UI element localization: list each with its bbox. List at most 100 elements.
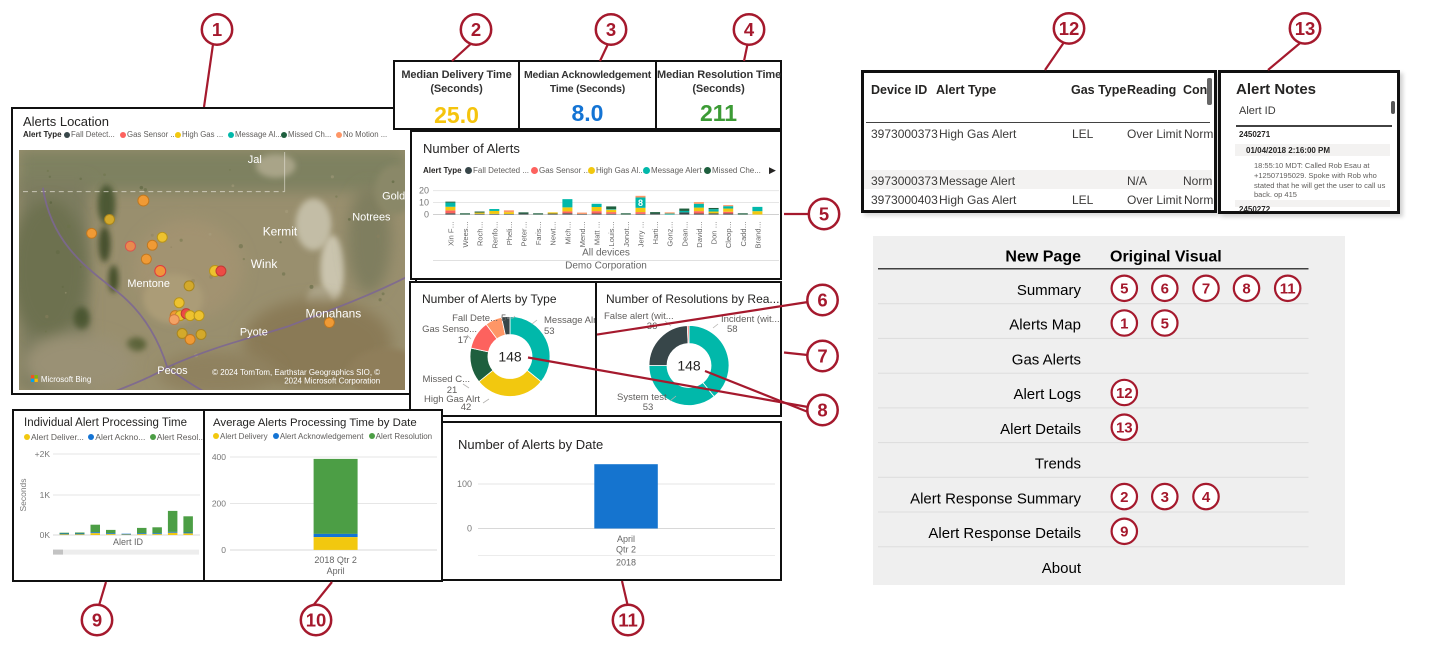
svg-text:Mich…: Mich…	[563, 221, 572, 244]
svg-text:2: 2	[471, 19, 481, 40]
svg-text:5: 5	[501, 313, 506, 324]
svg-text:2018: 2018	[616, 558, 636, 568]
svg-text:4: 4	[1202, 489, 1211, 506]
svg-text:Monahans: Monahans	[306, 307, 362, 321]
svg-text:Trends: Trends	[1035, 456, 1081, 473]
svg-text:17: 17	[458, 335, 469, 346]
svg-text:Newt…: Newt…	[549, 221, 558, 246]
svg-text:0K: 0K	[40, 530, 51, 540]
svg-text:0: 0	[467, 524, 472, 534]
svg-text:1: 1	[212, 19, 222, 40]
svg-text:11: 11	[1280, 281, 1296, 298]
svg-text:Jal: Jal	[248, 154, 262, 166]
svg-text:5: 5	[819, 204, 829, 225]
svg-text:4: 4	[744, 19, 755, 40]
svg-text:42: 42	[461, 402, 472, 413]
svg-text:7: 7	[1202, 281, 1210, 298]
svg-text:Kermit: Kermit	[263, 224, 298, 238]
svg-text:Qtr 2: Qtr 2	[616, 545, 636, 555]
svg-text:Cleop…: Cleop…	[724, 221, 733, 248]
svg-text:Wink: Wink	[251, 257, 278, 271]
svg-text:Gold: Gold	[382, 191, 405, 203]
svg-text:148: 148	[677, 358, 701, 374]
svg-text:System test: System test	[617, 392, 667, 403]
svg-text:About: About	[1042, 560, 1082, 577]
svg-text:Matt …: Matt …	[593, 221, 602, 245]
svg-text:7: 7	[817, 346, 827, 367]
svg-text:148: 148	[498, 349, 522, 365]
svg-text:Louis…: Louis…	[607, 221, 616, 246]
svg-text:Fall Dete...: Fall Dete...	[452, 313, 498, 324]
svg-text:3: 3	[1161, 489, 1169, 506]
svg-text:Alert Response Summary: Alert Response Summary	[910, 490, 1081, 507]
svg-text:3: 3	[606, 19, 616, 40]
svg-text:Notrees: Notrees	[352, 211, 391, 223]
svg-text:New Page: New Page	[1005, 249, 1081, 266]
svg-text:Dean…: Dean…	[680, 221, 689, 246]
svg-text:Microsoft Bing: Microsoft Bing	[41, 375, 91, 384]
svg-text:Alert Details: Alert Details	[1000, 421, 1081, 438]
svg-text:9: 9	[92, 610, 102, 631]
svg-text:Peter…: Peter…	[520, 221, 529, 246]
svg-text:Pheli…: Pheli…	[505, 221, 514, 245]
svg-text:0: 0	[424, 210, 429, 220]
svg-text:Roch…: Roch…	[476, 221, 485, 246]
svg-text:0: 0	[221, 545, 226, 555]
svg-text:Incident (wit...: Incident (wit...	[721, 314, 780, 325]
svg-text:11: 11	[618, 610, 638, 631]
svg-text:8: 8	[1242, 281, 1250, 298]
svg-text:Brand…: Brand…	[753, 221, 762, 249]
svg-text:All devices: All devices	[582, 248, 630, 259]
svg-text:6: 6	[1161, 281, 1169, 298]
svg-text:100: 100	[457, 479, 472, 489]
svg-text:+2K: +2K	[35, 449, 51, 459]
svg-text:Faris…: Faris…	[534, 221, 543, 245]
svg-text:12: 12	[1116, 385, 1133, 402]
svg-text:Alerts Map: Alerts Map	[1009, 317, 1081, 334]
svg-text:1: 1	[1120, 315, 1128, 332]
svg-text:5: 5	[1161, 315, 1169, 332]
svg-text:Seconds: Seconds	[18, 478, 28, 511]
svg-text:Alert ID: Alert ID	[113, 537, 144, 547]
svg-text:Demo Corporation: Demo Corporation	[565, 261, 647, 272]
svg-text:Jonot…: Jonot…	[622, 221, 631, 247]
svg-text:13: 13	[1116, 420, 1133, 437]
svg-text:Jerry …: Jerry …	[637, 221, 646, 247]
svg-text:13: 13	[1295, 18, 1316, 39]
svg-text:Missed C...: Missed C...	[422, 374, 470, 385]
svg-text:12: 12	[1059, 18, 1080, 39]
svg-text:Xin F…: Xin F…	[446, 221, 455, 246]
svg-text:Don …: Don …	[710, 221, 719, 244]
svg-text:Wees…: Wees…	[461, 221, 470, 248]
svg-text:Renfo…: Renfo…	[490, 221, 499, 249]
svg-text:6: 6	[817, 290, 827, 311]
svg-text:Original Visual: Original Visual	[1110, 249, 1222, 266]
svg-text:April: April	[327, 566, 345, 576]
svg-text:Cadd…: Cadd…	[739, 221, 748, 246]
svg-text:21: 21	[447, 385, 458, 396]
svg-text:Harti…: Harti…	[651, 221, 660, 244]
svg-text:Gas Senso...: Gas Senso...	[422, 324, 477, 335]
svg-text:© 2024 TomTom, Earthstar Geogr: © 2024 TomTom, Earthstar Geographics SIO…	[212, 368, 380, 377]
svg-text:1K: 1K	[40, 490, 51, 500]
svg-text:53: 53	[643, 402, 654, 413]
svg-text:200: 200	[212, 499, 226, 509]
svg-text:20: 20	[419, 186, 429, 196]
svg-text:April: April	[617, 534, 635, 544]
svg-text:David…: David…	[695, 221, 704, 248]
svg-text:53: 53	[544, 326, 555, 337]
svg-text:High Gas Alrt: High Gas Alrt	[424, 394, 480, 405]
svg-text:Alert Logs: Alert Logs	[1013, 386, 1081, 403]
svg-text:2024 Microsoft Corporation: 2024 Microsoft Corporation	[284, 377, 380, 386]
svg-text:False alert (wit...: False alert (wit...	[604, 311, 674, 322]
svg-text:Mentone: Mentone	[127, 278, 170, 290]
svg-text:58: 58	[727, 324, 738, 335]
svg-text:Gonz…: Gonz…	[666, 221, 675, 246]
svg-text:Pecos: Pecos	[157, 365, 188, 377]
svg-text:8: 8	[638, 198, 643, 208]
svg-text:2: 2	[1120, 489, 1128, 506]
svg-text:10: 10	[419, 198, 429, 208]
svg-text:8: 8	[817, 400, 827, 421]
svg-text:Mend…: Mend…	[578, 221, 587, 247]
svg-text:Alert Response Details: Alert Response Details	[928, 525, 1081, 542]
